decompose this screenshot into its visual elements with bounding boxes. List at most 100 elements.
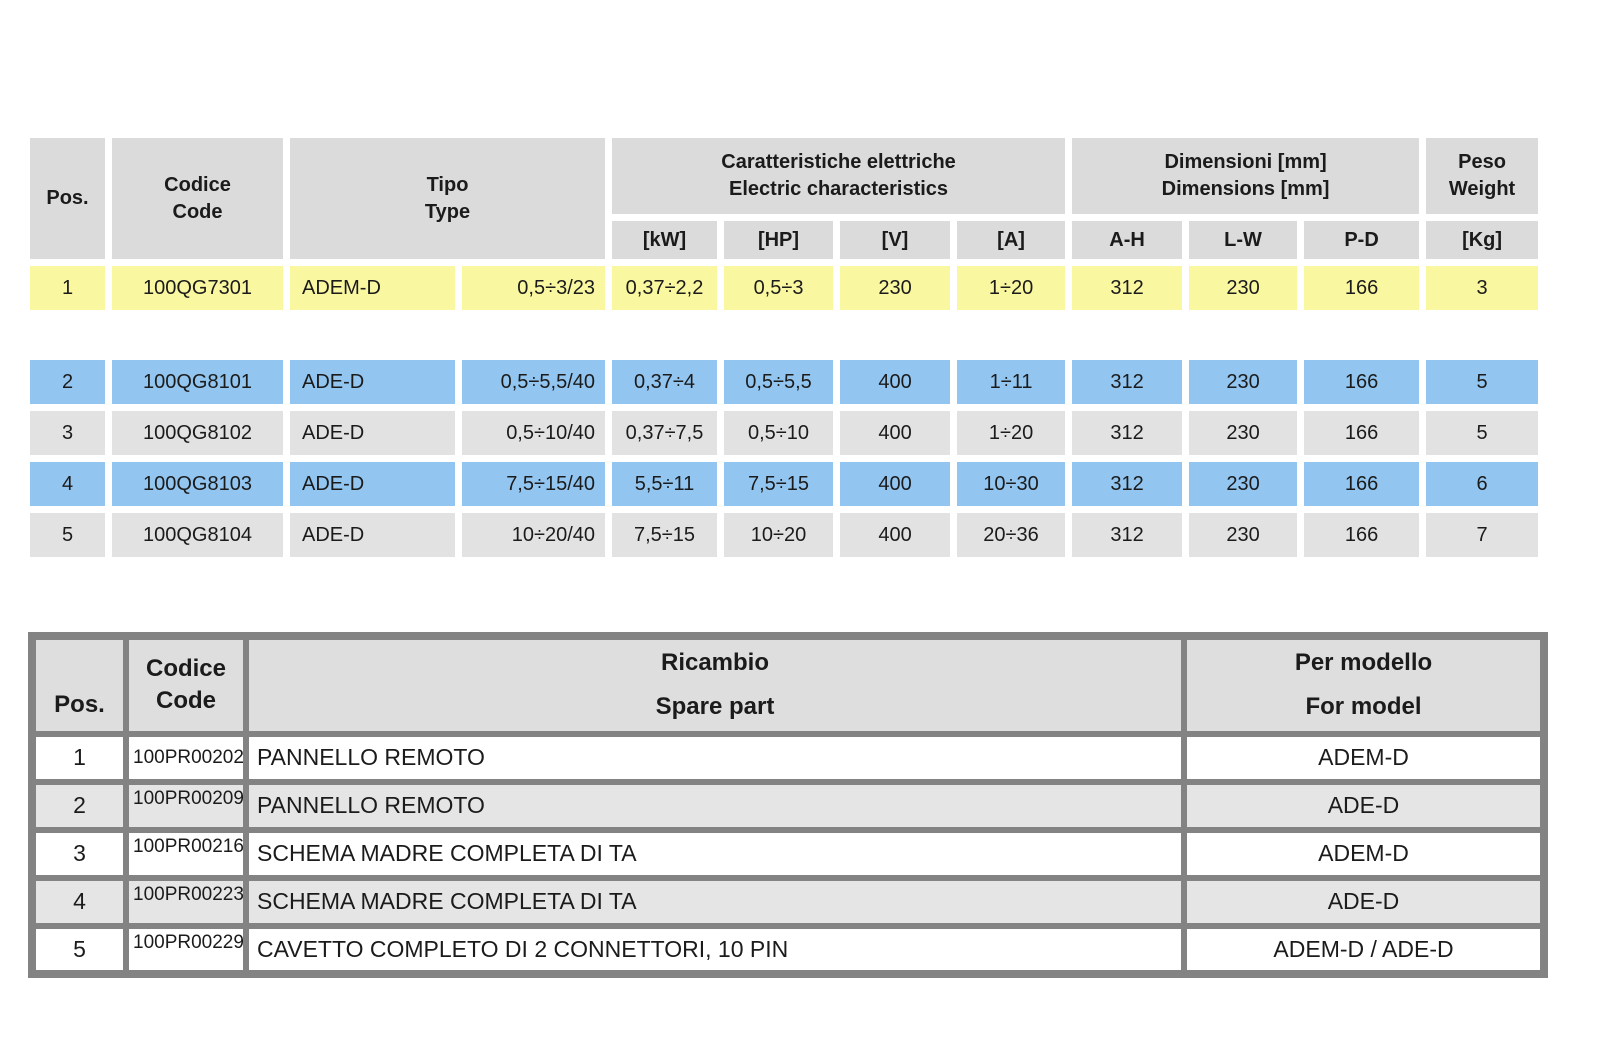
cell-pos: 3 xyxy=(29,826,129,881)
header-ah: A-H xyxy=(1072,221,1183,259)
cell-type: ADE-D xyxy=(290,513,455,557)
cell-a: 1÷20 xyxy=(957,411,1066,455)
header-kw: [kW] xyxy=(612,221,718,259)
cell-a: 10÷30 xyxy=(957,462,1066,506)
cell-ah: 312 xyxy=(1072,360,1183,404)
cell-ah: 312 xyxy=(1072,266,1183,310)
product-row: 3 100QG8102 ADE-D 0,5÷10/40 0,37÷7,5 0,5… xyxy=(30,411,1539,455)
cell-pd: 166 xyxy=(1304,360,1420,404)
cell-spare-part: CAVETTO COMPLETO DI 2 CONNETTORI, 10 PIN xyxy=(243,922,1187,977)
cell-v: 400 xyxy=(840,513,951,557)
cell-hp: 7,5÷15 xyxy=(724,462,834,506)
cell-type-range: 0,5÷5,5/40 xyxy=(462,360,606,404)
spare-part-row: 5 100PR00229 CAVETTO COMPLETO DI 2 CONNE… xyxy=(29,922,1547,977)
cell-pos: 1 xyxy=(30,266,105,310)
cell-type-range: 10÷20/40 xyxy=(462,513,606,557)
cell-pd: 166 xyxy=(1304,462,1420,506)
cell-spare-part: SCHEMA MADRE COMPLETA DI TA xyxy=(243,874,1187,929)
header-weight: Peso Weight xyxy=(1426,138,1539,214)
cell-kg: 7 xyxy=(1426,513,1539,557)
cell-ah: 312 xyxy=(1072,462,1183,506)
header-electric-characteristics: Caratteristiche elettriche Electric char… xyxy=(612,138,1066,214)
cell-code: 100QG8104 xyxy=(112,513,283,557)
cell-for-model: ADEM-D xyxy=(1181,826,1547,881)
cell-code: 100QG7301 xyxy=(112,266,283,310)
cell-pos: 4 xyxy=(29,874,129,929)
cell-kg: 5 xyxy=(1426,360,1539,404)
cell-type-range: 0,5÷10/40 xyxy=(462,411,606,455)
cell-kw: 5,5÷11 xyxy=(612,462,718,506)
cell-for-model: ADEM-D / ADE-D xyxy=(1181,922,1547,977)
cell-pos: 2 xyxy=(30,360,105,404)
header-lw: L-W xyxy=(1189,221,1298,259)
cell-lw: 230 xyxy=(1189,513,1298,557)
cell-kw: 0,37÷2,2 xyxy=(612,266,718,310)
header-pd: P-D xyxy=(1304,221,1420,259)
cell-kg: 3 xyxy=(1426,266,1539,310)
cell-ah: 312 xyxy=(1072,513,1183,557)
cell-lw: 230 xyxy=(1189,462,1298,506)
spare-parts-header-row: Pos. Codice Code Ricambio Spare part Per… xyxy=(29,633,1547,737)
cell-spare-part: SCHEMA MADRE COMPLETA DI TA xyxy=(243,826,1187,881)
cell-type-range: 0,5÷3/23 xyxy=(462,266,606,310)
cell-code: 100QG8101 xyxy=(112,360,283,404)
cell-pd: 166 xyxy=(1304,411,1420,455)
table-gap xyxy=(30,317,1538,353)
cell-pos: 2 xyxy=(29,778,129,833)
header-code: Codice Code xyxy=(123,633,249,737)
cell-lw: 230 xyxy=(1189,266,1298,310)
cell-lw: 230 xyxy=(1189,411,1298,455)
cell-code: 100PR00223 xyxy=(123,874,249,929)
cell-code: 100PR00216 xyxy=(123,826,249,881)
header-a: [A] xyxy=(957,221,1066,259)
cell-type: ADE-D xyxy=(290,360,455,404)
header-dimensions: Dimensioni [mm] Dimensions [mm] xyxy=(1072,138,1420,214)
cell-v: 400 xyxy=(840,462,951,506)
cell-a: 20÷36 xyxy=(957,513,1066,557)
cell-spare-part: PANNELLO REMOTO xyxy=(243,730,1187,785)
product-row: 2 100QG8101 ADE-D 0,5÷5,5/40 0,37÷4 0,5÷… xyxy=(30,360,1539,404)
cell-hp: 0,5÷5,5 xyxy=(724,360,834,404)
cell-v: 230 xyxy=(840,266,951,310)
cell-for-model: ADE-D xyxy=(1181,778,1547,833)
products-table: Pos. Codice Code Tipo Type Caratteristic… xyxy=(23,131,1545,564)
cell-spare-part: PANNELLO REMOTO xyxy=(243,778,1187,833)
cell-type-range: 7,5÷15/40 xyxy=(462,462,606,506)
cell-for-model: ADE-D xyxy=(1181,874,1547,929)
spare-part-row: 4 100PR00223 SCHEMA MADRE COMPLETA DI TA… xyxy=(29,874,1547,929)
cell-pos: 3 xyxy=(30,411,105,455)
products-header-row-sub: [kW] [HP] [V] [A] A-H L-W P-D [Kg] xyxy=(30,221,1539,259)
cell-code: 100PR00202 xyxy=(123,730,249,785)
cell-kg: 6 xyxy=(1426,462,1539,506)
product-row: 1 100QG7301 ADEM-D 0,5÷3/23 0,37÷2,2 0,5… xyxy=(30,266,1539,310)
cell-pd: 166 xyxy=(1304,266,1420,310)
spare-part-row: 1 100PR00202 PANNELLO REMOTO ADEM-D xyxy=(29,730,1547,785)
header-v: [V] xyxy=(840,221,951,259)
cell-type: ADE-D xyxy=(290,462,455,506)
header-type: Tipo Type xyxy=(290,138,606,259)
header-pos: Pos. xyxy=(30,138,105,259)
cell-pos: 4 xyxy=(30,462,105,506)
header-for-model: Per modello For model xyxy=(1181,633,1547,737)
cell-type: ADEM-D xyxy=(290,266,455,310)
cell-v: 400 xyxy=(840,360,951,404)
spare-part-row: 3 100PR00216 SCHEMA MADRE COMPLETA DI TA… xyxy=(29,826,1547,881)
cell-pos: 5 xyxy=(30,513,105,557)
products-header-row-top: Pos. Codice Code Tipo Type Caratteristic… xyxy=(30,138,1539,259)
cell-kw: 0,37÷4 xyxy=(612,360,718,404)
cell-pos: 1 xyxy=(29,730,129,785)
header-pos: Pos. xyxy=(29,633,129,737)
header-hp: [HP] xyxy=(724,221,834,259)
cell-code: 100PR00209 xyxy=(123,778,249,833)
cell-a: 1÷20 xyxy=(957,266,1066,310)
cell-ah: 312 xyxy=(1072,411,1183,455)
cell-a: 1÷11 xyxy=(957,360,1066,404)
header-spare-part: Ricambio Spare part xyxy=(243,633,1187,737)
cell-pos: 5 xyxy=(29,922,129,977)
cell-hp: 10÷20 xyxy=(724,513,834,557)
product-row: 4 100QG8103 ADE-D 7,5÷15/40 5,5÷11 7,5÷1… xyxy=(30,462,1539,506)
cell-kw: 7,5÷15 xyxy=(612,513,718,557)
product-row: 5 100QG8104 ADE-D 10÷20/40 7,5÷15 10÷20 … xyxy=(30,513,1539,557)
cell-hp: 0,5÷10 xyxy=(724,411,834,455)
